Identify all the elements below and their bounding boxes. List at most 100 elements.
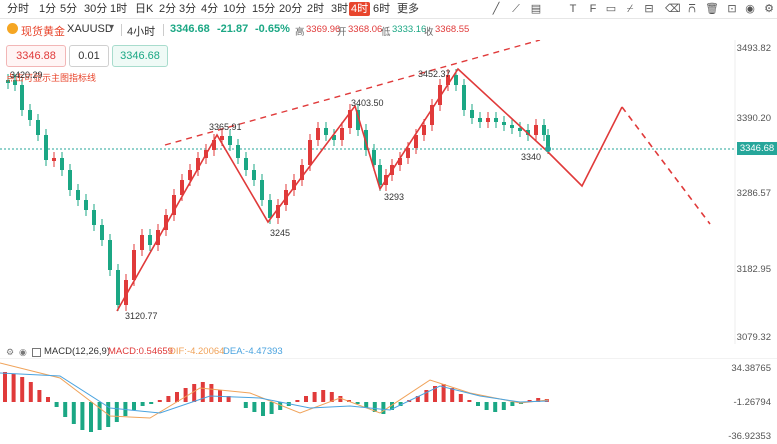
text-tool-icon[interactable]: T — [569, 3, 577, 15]
candlestick-chart[interactable] — [0, 40, 777, 344]
delete-icon[interactable]: 🗑 — [705, 3, 719, 15]
macd-histogram-bar — [183, 388, 188, 402]
macd-histogram-bar — [364, 402, 369, 408]
candle-body — [124, 280, 128, 305]
candle-body — [546, 135, 550, 148]
macd-histogram-bar — [11, 374, 16, 402]
timeframe-12[interactable]: 2时 — [307, 3, 325, 15]
macd-histogram-bar — [54, 402, 59, 407]
macd-histogram-bar — [510, 402, 515, 406]
candle-body — [100, 225, 104, 240]
fib-tool-icon[interactable]: F — [589, 3, 597, 15]
annotation-label: 3403.50 — [351, 98, 384, 108]
interval-label[interactable]: 4小时 — [127, 26, 156, 38]
channel2-tool-icon[interactable]: ⊟ — [644, 3, 654, 15]
symbol-info-bar: 现货黄金 XAUUSD ▾ 4小时 3346.68 -21.87 -0.65% … — [0, 20, 777, 40]
timeframe-11[interactable]: 20分 — [279, 3, 303, 15]
macd-histogram-bar — [252, 402, 257, 412]
sell-price-button[interactable]: 3346.88 — [6, 45, 66, 67]
candle-body — [478, 118, 482, 122]
candle-body — [44, 135, 48, 160]
timeframe-2[interactable]: 5分 — [60, 3, 78, 15]
macd-histogram-bar — [398, 402, 403, 406]
price-change: -21.87 — [217, 23, 249, 35]
line-tool-icon[interactable]: ╱ — [492, 3, 500, 15]
chevron-down-icon[interactable]: ▾ — [109, 22, 115, 33]
lock-icon[interactable]: ⊡ — [727, 3, 737, 15]
candle-body — [378, 165, 382, 185]
candle-body — [502, 122, 506, 125]
candle-body — [6, 80, 10, 83]
timeframe-13[interactable]: 3时 — [331, 3, 349, 15]
buy-price-button[interactable]: 3346.68 — [112, 45, 168, 67]
timeframe-3[interactable]: 30分 — [84, 3, 108, 15]
macd-chart[interactable] — [0, 358, 777, 444]
macd-histogram-bar — [46, 397, 50, 402]
timeframe-16[interactable]: 更多 — [397, 3, 419, 15]
price-axis-label: 3286.57 — [736, 188, 771, 199]
timeframe-6[interactable]: 2分 — [159, 3, 177, 15]
price-axis-label: 3493.82 — [736, 43, 771, 54]
timeframe-8[interactable]: 4分 — [201, 3, 219, 15]
timeframe-15[interactable]: 6时 — [373, 3, 391, 15]
measure-tool-icon[interactable]: ⌿ — [626, 3, 634, 15]
settings-icon[interactable]: ⚙ — [6, 347, 15, 357]
candle-body — [180, 180, 184, 195]
candle-body — [462, 85, 466, 110]
candle-body — [518, 128, 522, 131]
macd-histogram-bar — [132, 402, 136, 410]
candle-body — [13, 80, 17, 85]
rect-tool-icon[interactable]: ▭ — [605, 3, 617, 15]
timeframe-1[interactable]: 1分 — [39, 3, 57, 15]
magnet-icon[interactable]: ⩃ — [688, 3, 696, 15]
candle-body — [372, 150, 376, 165]
collapse-icon[interactable] — [32, 348, 41, 357]
timeframe-4[interactable]: 1时 — [110, 3, 128, 15]
annotation-label: 3365.91 — [209, 122, 242, 132]
timeframe-10[interactable]: 15分 — [252, 3, 276, 15]
macd-histogram-bar — [37, 390, 42, 402]
candle-body — [36, 120, 40, 135]
hint-text[interactable]: 点击可显示主图指标线 — [6, 73, 97, 83]
price-axis-label: 3182.95 — [736, 264, 771, 275]
annotation-label: 3420.29 — [10, 70, 43, 80]
channel-tool-icon[interactable]: ▤ — [530, 3, 542, 15]
eye-icon[interactable]: ◉ — [19, 347, 27, 357]
timeframe-9[interactable]: 10分 — [223, 3, 247, 15]
macd-histogram-bar — [304, 396, 308, 402]
dea-line — [0, 372, 549, 414]
candle-body — [188, 170, 192, 180]
candle-body — [236, 145, 240, 158]
eye-icon[interactable]: ◉ — [745, 3, 755, 15]
last-price: 3346.68 — [170, 23, 210, 35]
timeframe-0[interactable]: 分时 — [7, 3, 29, 15]
symbol-name[interactable]: 现货黄金 — [21, 26, 65, 38]
candle-body — [300, 165, 304, 180]
macd-histogram-bar — [321, 390, 326, 402]
macd-histogram-bar — [476, 402, 480, 406]
candle-body — [340, 128, 344, 140]
candle-body — [28, 110, 32, 120]
eraser-icon[interactable]: ⌫ — [665, 3, 681, 15]
settings-icon[interactable]: ⚙ — [764, 3, 774, 15]
macd-label: MACD(12,26,9) — [44, 346, 110, 357]
symbol-code[interactable]: XAUUSD — [67, 23, 113, 35]
quantity-input[interactable]: 0.01 — [69, 45, 109, 67]
timeframe-14[interactable]: 4时 — [349, 2, 371, 16]
macd-axis-label: -1.26794 — [733, 397, 771, 408]
macd-histogram-bar — [63, 402, 68, 417]
candle-body — [164, 215, 168, 230]
candle-body — [132, 250, 136, 280]
macd-histogram-bar — [123, 402, 128, 416]
candle-body — [20, 85, 24, 110]
macd-histogram-bar — [424, 390, 429, 402]
candle-body — [268, 200, 272, 218]
annotation-label: 3293 — [384, 192, 405, 202]
timeframe-5[interactable]: 日K — [135, 3, 154, 15]
macd-histogram-bar — [166, 396, 171, 402]
candle-body — [244, 158, 248, 170]
open-value: 3368.06 — [348, 24, 383, 35]
macd-histogram-bar — [226, 396, 231, 402]
ray-tool-icon[interactable]: ⟋ — [512, 3, 520, 15]
timeframe-7[interactable]: 3分 — [179, 3, 197, 15]
